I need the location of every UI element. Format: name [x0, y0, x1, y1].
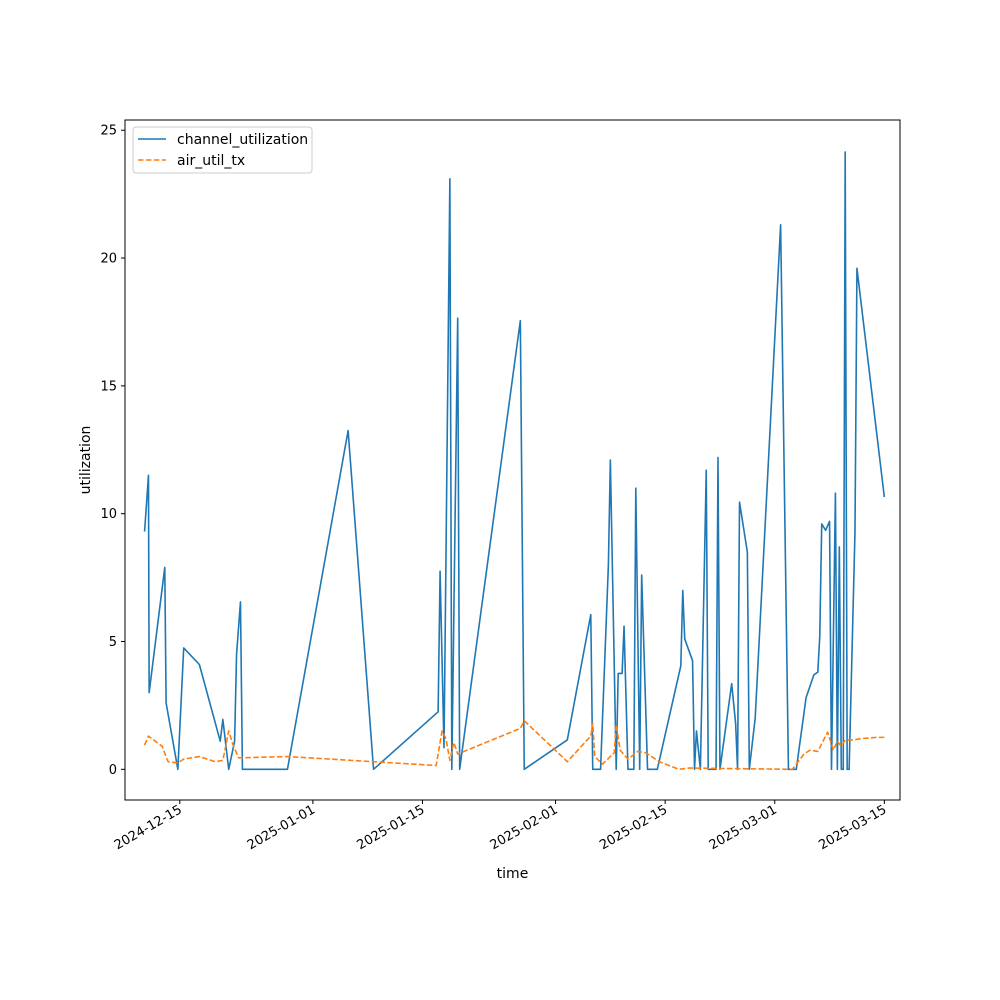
legend-label-air-util-tx: air_util_tx [177, 153, 245, 169]
series-line-air-util-tx [143, 719, 885, 771]
legend-label-channel-utilization: channel_utilization [177, 132, 308, 148]
x-axis-label: time [497, 866, 529, 882]
legend: channel_utilization air_util_tx [132, 126, 313, 174]
y-tick-label: 25 [100, 124, 117, 139]
y-tick-label: 20 [100, 252, 117, 267]
y-tick-label: 15 [100, 379, 117, 394]
y-tick-label: 0 [109, 763, 117, 778]
y-tick-label: 10 [100, 507, 117, 522]
legend-box [132, 126, 313, 174]
plot-area [143, 151, 886, 771]
y-tick-label: 5 [109, 635, 117, 650]
axes-frame [124, 119, 901, 801]
y-axis-label: utilization [78, 426, 94, 495]
series-line-channel-utilization [143, 151, 886, 771]
